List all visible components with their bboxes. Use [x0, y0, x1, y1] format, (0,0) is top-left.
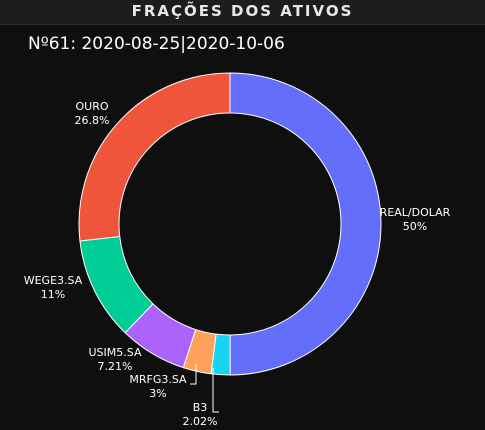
slice-percent-label: 50% — [403, 220, 427, 233]
slice-ouro[interactable] — [78, 72, 231, 242]
slice-label: REAL/DOLAR — [380, 206, 451, 219]
page-title: FRAÇÕES DOS ATIVOS — [131, 2, 354, 20]
leader-line — [190, 364, 197, 385]
header-bar: FRAÇÕES DOS ATIVOS — [0, 0, 485, 25]
slice-real-dolar[interactable] — [229, 72, 382, 376]
slice-label: B3 — [193, 401, 208, 414]
slice-percent-label: 26.8% — [75, 114, 110, 127]
slice-label: WEGE3.SA — [24, 274, 83, 287]
slice-percent-label: 3% — [149, 387, 166, 400]
chart-title: Nº61: 2020-08-25|2020-10-06 — [28, 34, 285, 54]
slice-label: USIM5.SA — [89, 346, 142, 359]
slice-label: MRFG3.SA — [129, 373, 187, 386]
slice-label: OURO — [75, 100, 108, 113]
slice-percent-label: 7.21% — [98, 360, 133, 373]
slice-percent-label: 11% — [41, 288, 65, 301]
slice-percent-label: 2.02% — [183, 415, 218, 428]
leader-line — [212, 368, 219, 413]
